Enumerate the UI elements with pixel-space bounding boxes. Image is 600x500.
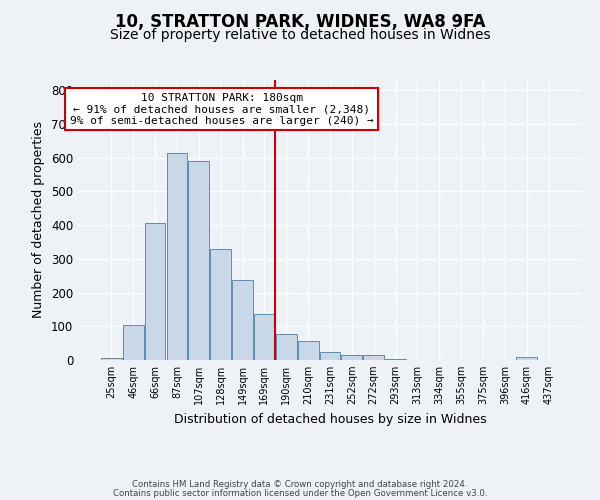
Bar xyxy=(167,152,187,360)
Bar xyxy=(298,342,319,360)
Bar xyxy=(320,352,340,360)
Bar xyxy=(145,224,166,360)
Bar xyxy=(517,358,537,360)
Bar xyxy=(254,314,275,360)
Bar xyxy=(385,359,406,360)
Bar xyxy=(210,248,231,360)
Bar xyxy=(188,161,209,360)
Bar xyxy=(276,334,296,360)
Text: Contains HM Land Registry data © Crown copyright and database right 2024.: Contains HM Land Registry data © Crown c… xyxy=(132,480,468,489)
Text: Contains public sector information licensed under the Open Government Licence v3: Contains public sector information licen… xyxy=(113,489,487,498)
Y-axis label: Number of detached properties: Number of detached properties xyxy=(32,122,46,318)
Bar xyxy=(123,324,143,360)
Text: 10, STRATTON PARK, WIDNES, WA8 9FA: 10, STRATTON PARK, WIDNES, WA8 9FA xyxy=(115,12,485,30)
Bar xyxy=(364,356,384,360)
Bar xyxy=(341,356,362,360)
Text: 10 STRATTON PARK: 180sqm
← 91% of detached houses are smaller (2,348)
9% of semi: 10 STRATTON PARK: 180sqm ← 91% of detach… xyxy=(70,92,374,126)
Text: Size of property relative to detached houses in Widnes: Size of property relative to detached ho… xyxy=(110,28,490,42)
Bar xyxy=(101,358,122,360)
X-axis label: Distribution of detached houses by size in Widnes: Distribution of detached houses by size … xyxy=(173,412,487,426)
Bar xyxy=(232,280,253,360)
